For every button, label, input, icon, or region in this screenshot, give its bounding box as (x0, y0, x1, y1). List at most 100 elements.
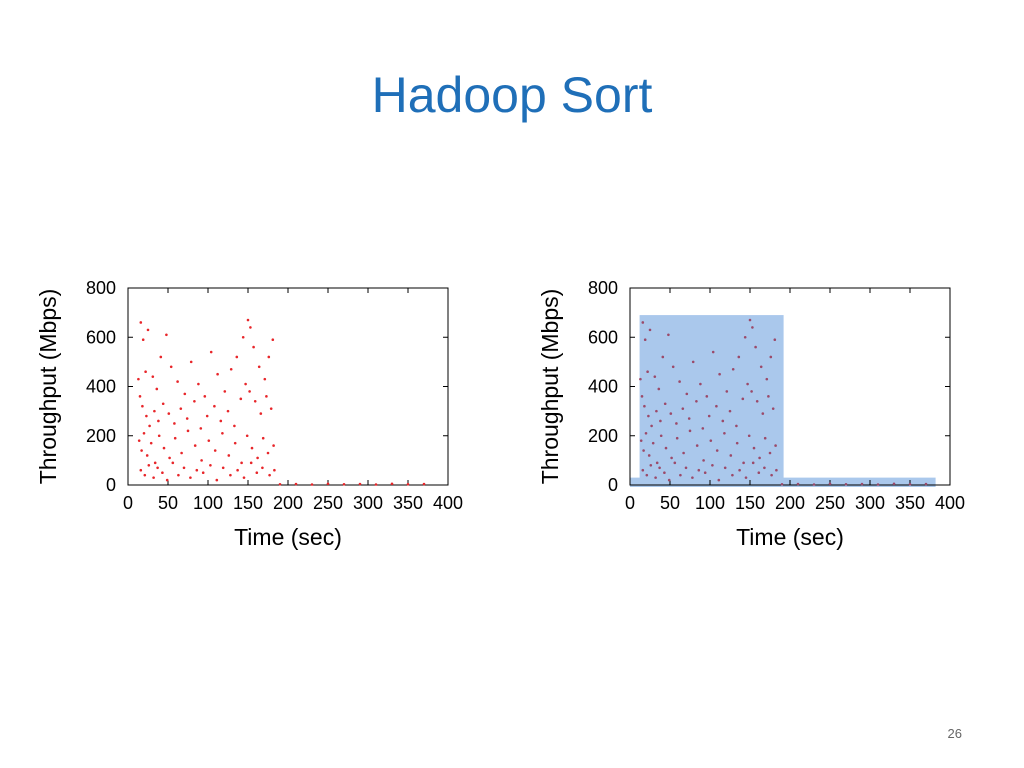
data-point (685, 392, 689, 396)
data-point (741, 397, 745, 401)
data-point (924, 482, 928, 486)
data-point (182, 466, 186, 470)
data-point (259, 412, 263, 415)
data-point (671, 365, 675, 369)
data-point (697, 468, 701, 472)
data-point (256, 456, 259, 460)
data-point (422, 482, 426, 486)
data-point (249, 461, 253, 465)
chart-svg: 0 50 100 150 200 250 300 350 400 0 200 400 600 800 Tim… (537, 278, 965, 550)
data-point (255, 471, 259, 474)
data-point (155, 387, 159, 391)
x-tick-label: 350 (393, 493, 423, 513)
data-point (197, 382, 200, 386)
data-point (755, 399, 759, 403)
data-point (236, 468, 239, 472)
data-point (715, 404, 718, 408)
data-point (358, 482, 362, 486)
data-point (176, 380, 179, 383)
data-point (667, 333, 670, 337)
data-point (735, 424, 738, 428)
y-tick-label: 600 (86, 327, 116, 347)
data-point (759, 365, 763, 369)
data-point (185, 417, 189, 420)
data-point (245, 434, 249, 438)
data-point (229, 473, 232, 477)
data-point (139, 321, 143, 324)
data-point (168, 456, 171, 460)
data-point (641, 321, 645, 324)
data-point (742, 461, 745, 465)
scatter-chart-right: 0 50 100 150 200 250 300 350 400 0 200 400 600 800 Tim… (522, 268, 982, 568)
data-point (143, 473, 147, 477)
data-point (180, 451, 183, 455)
data-point (233, 441, 237, 445)
data-point (374, 483, 378, 486)
data-point (145, 454, 149, 457)
data-point (711, 350, 715, 354)
data-point (213, 404, 216, 408)
data-point (193, 399, 196, 403)
data-point (649, 464, 653, 467)
data-point (659, 434, 663, 438)
data-point (203, 395, 207, 398)
x-tick-label: 200 (775, 493, 805, 513)
data-point (215, 478, 219, 482)
data-point (908, 482, 912, 486)
data-point (326, 482, 330, 486)
data-point (651, 441, 655, 445)
data-point (641, 468, 645, 472)
data-point (763, 466, 766, 470)
y-tick-label: 200 (86, 426, 116, 446)
data-point (682, 451, 685, 455)
x-tick-label: 400 (433, 493, 463, 513)
data-point (153, 409, 156, 413)
data-point (639, 439, 643, 442)
data-point (246, 318, 250, 322)
data-point (892, 482, 896, 486)
data-point (209, 464, 212, 467)
y-tick-label: 0 (608, 475, 618, 495)
data-point (737, 355, 741, 359)
data-point (796, 482, 800, 486)
data-point (691, 360, 695, 364)
data-point (153, 461, 157, 465)
y-tick-label: 0 (106, 475, 116, 495)
x-axis-label: Time (sec) (234, 524, 342, 550)
data-point (773, 338, 777, 342)
data-point (725, 390, 729, 393)
data-point (167, 412, 171, 415)
data-point (691, 476, 694, 479)
data-point (675, 436, 679, 440)
data-point (828, 482, 832, 486)
x-tick-label: 0 (625, 493, 635, 513)
x-tick-label: 300 (855, 493, 885, 513)
data-point (663, 471, 666, 474)
data-point (646, 370, 649, 374)
data-point (763, 436, 767, 440)
x-tick-label: 300 (353, 493, 383, 513)
data-point (769, 355, 773, 359)
data-point (137, 377, 140, 381)
data-point (169, 365, 173, 369)
data-point (244, 382, 247, 386)
data-point (663, 402, 667, 406)
data-point (647, 414, 650, 418)
data-point (148, 424, 151, 428)
data-point (715, 449, 719, 452)
data-point (750, 390, 753, 393)
data-point (702, 459, 705, 462)
data-point (240, 461, 243, 465)
data-point (141, 404, 144, 408)
data-point (723, 431, 726, 435)
data-point (219, 419, 223, 423)
shaded-region-1 (630, 477, 936, 487)
data-point (709, 439, 713, 442)
data-point (731, 473, 734, 477)
data-point (205, 414, 209, 418)
x-tick-label: 250 (815, 493, 845, 513)
data-point (151, 375, 155, 378)
x-tick-label: 200 (273, 493, 303, 513)
data-point (667, 478, 671, 482)
data-point (678, 380, 681, 383)
